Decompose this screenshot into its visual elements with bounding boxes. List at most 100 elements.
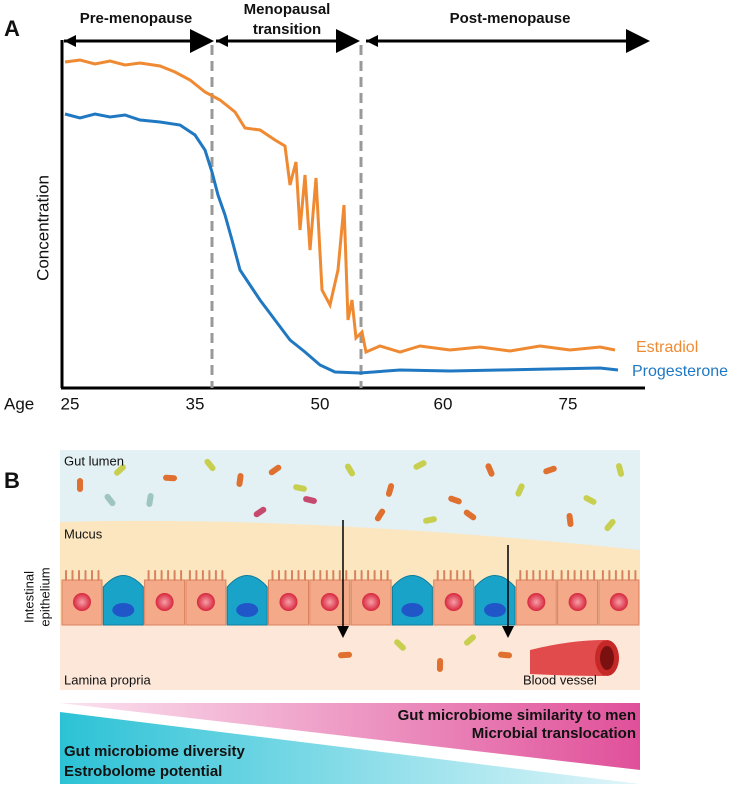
age-tick-label: 25 (61, 394, 80, 413)
gradient-label: Gut microbiome similarity to men (398, 707, 636, 724)
nucleus (112, 603, 135, 617)
phase-label: transition (253, 21, 321, 38)
gradient-wedge (60, 712, 640, 784)
region-label: Gut lumen (64, 453, 124, 468)
age-tick-label: 50 (311, 394, 330, 413)
bacterium (423, 516, 437, 524)
estradiol-curve (64, 58, 616, 355)
microvilli (560, 570, 596, 581)
bacterium (303, 496, 317, 504)
bacterium (394, 639, 406, 651)
enterocyte (515, 570, 557, 626)
bacterium (146, 493, 154, 507)
microvilli (312, 570, 348, 581)
legend-label: Estradiol (636, 339, 698, 356)
bacterium (604, 518, 616, 532)
age-tick-label: 60 (434, 394, 453, 413)
bacterium (464, 634, 476, 646)
enterocyte (268, 570, 309, 626)
region-label: Blood vessel (523, 672, 597, 687)
bacterium (566, 513, 574, 527)
y-axis-label: Concentration (33, 175, 52, 281)
legend-label: Progesterone (632, 363, 728, 380)
nucleus (568, 593, 587, 611)
nucleus (196, 593, 215, 611)
nucleus (609, 593, 628, 611)
nucleus (73, 593, 91, 611)
region-label: epithelium (37, 567, 52, 626)
nucleus (320, 593, 339, 611)
gradient-label: Estrobolome potential (64, 763, 222, 780)
nucleus (444, 593, 463, 611)
nucleus (401, 603, 424, 617)
phase-label: Pre-menopause (80, 10, 193, 27)
region-label: Mucus (64, 526, 103, 541)
gradient-label: Microbial translocation (472, 725, 636, 742)
enterocyte (598, 570, 640, 626)
phase-label: Menopausal (244, 1, 331, 18)
bacterium (436, 658, 444, 672)
nucleus (527, 593, 546, 611)
bacterium (583, 495, 597, 505)
bacterium (204, 458, 216, 472)
nucleus (279, 593, 298, 611)
bacterium (374, 508, 386, 522)
nucleus (362, 593, 381, 611)
microvilli (147, 570, 183, 581)
goblet-cell (391, 575, 433, 626)
bacterium (104, 493, 116, 507)
goblet-cell (102, 575, 144, 626)
cell-body (391, 575, 433, 626)
goblet-cell (474, 575, 516, 626)
phase-label: Post-menopause (450, 10, 571, 27)
arrow-head (216, 35, 228, 47)
enterocyte (433, 570, 475, 626)
bacterium (615, 463, 625, 477)
bacterium (253, 506, 267, 518)
nucleus (155, 593, 174, 611)
enterocyte (350, 570, 392, 626)
cell-body (102, 575, 144, 626)
bacterium (338, 651, 352, 659)
cell-body (185, 579, 227, 626)
bacterium (163, 474, 177, 482)
enterocyte (185, 570, 227, 626)
bacterium (498, 651, 512, 659)
nucleus (236, 603, 259, 617)
cell-body (474, 575, 516, 626)
microvilli (601, 570, 637, 581)
goblet-cell (226, 575, 268, 626)
cell-body (226, 575, 268, 626)
bacterium (293, 484, 307, 492)
bacterium (485, 463, 495, 477)
bacterium (344, 463, 356, 477)
region-label: Lamina propria (64, 672, 151, 687)
age-tick-label: 35 (186, 394, 205, 413)
microvilli (519, 570, 554, 581)
microvilli (354, 570, 389, 581)
region-label: Intestinal (21, 571, 36, 623)
microvilli (188, 570, 224, 581)
nucleus (484, 603, 506, 617)
enterocyte (144, 570, 186, 626)
bacterium (77, 478, 83, 492)
microvilli (271, 570, 306, 581)
bacterium (515, 483, 525, 497)
enterocyte (61, 570, 103, 626)
panel-label: A (4, 16, 20, 41)
enterocyte (557, 570, 599, 626)
bacterium (268, 464, 282, 476)
bacterium (413, 460, 427, 470)
age-tick-label: 75 (559, 394, 578, 413)
bacterium (543, 465, 557, 475)
progesterone-curve (64, 112, 619, 375)
gradient-label: Gut microbiome diversity (64, 743, 246, 760)
x-axis-label: Age (4, 394, 34, 413)
bacterium (448, 495, 462, 505)
panel-label: B (4, 468, 20, 493)
arrow-head (64, 35, 76, 47)
bacterium (463, 509, 477, 521)
arrow-head (366, 35, 378, 47)
bacterium (385, 483, 395, 497)
